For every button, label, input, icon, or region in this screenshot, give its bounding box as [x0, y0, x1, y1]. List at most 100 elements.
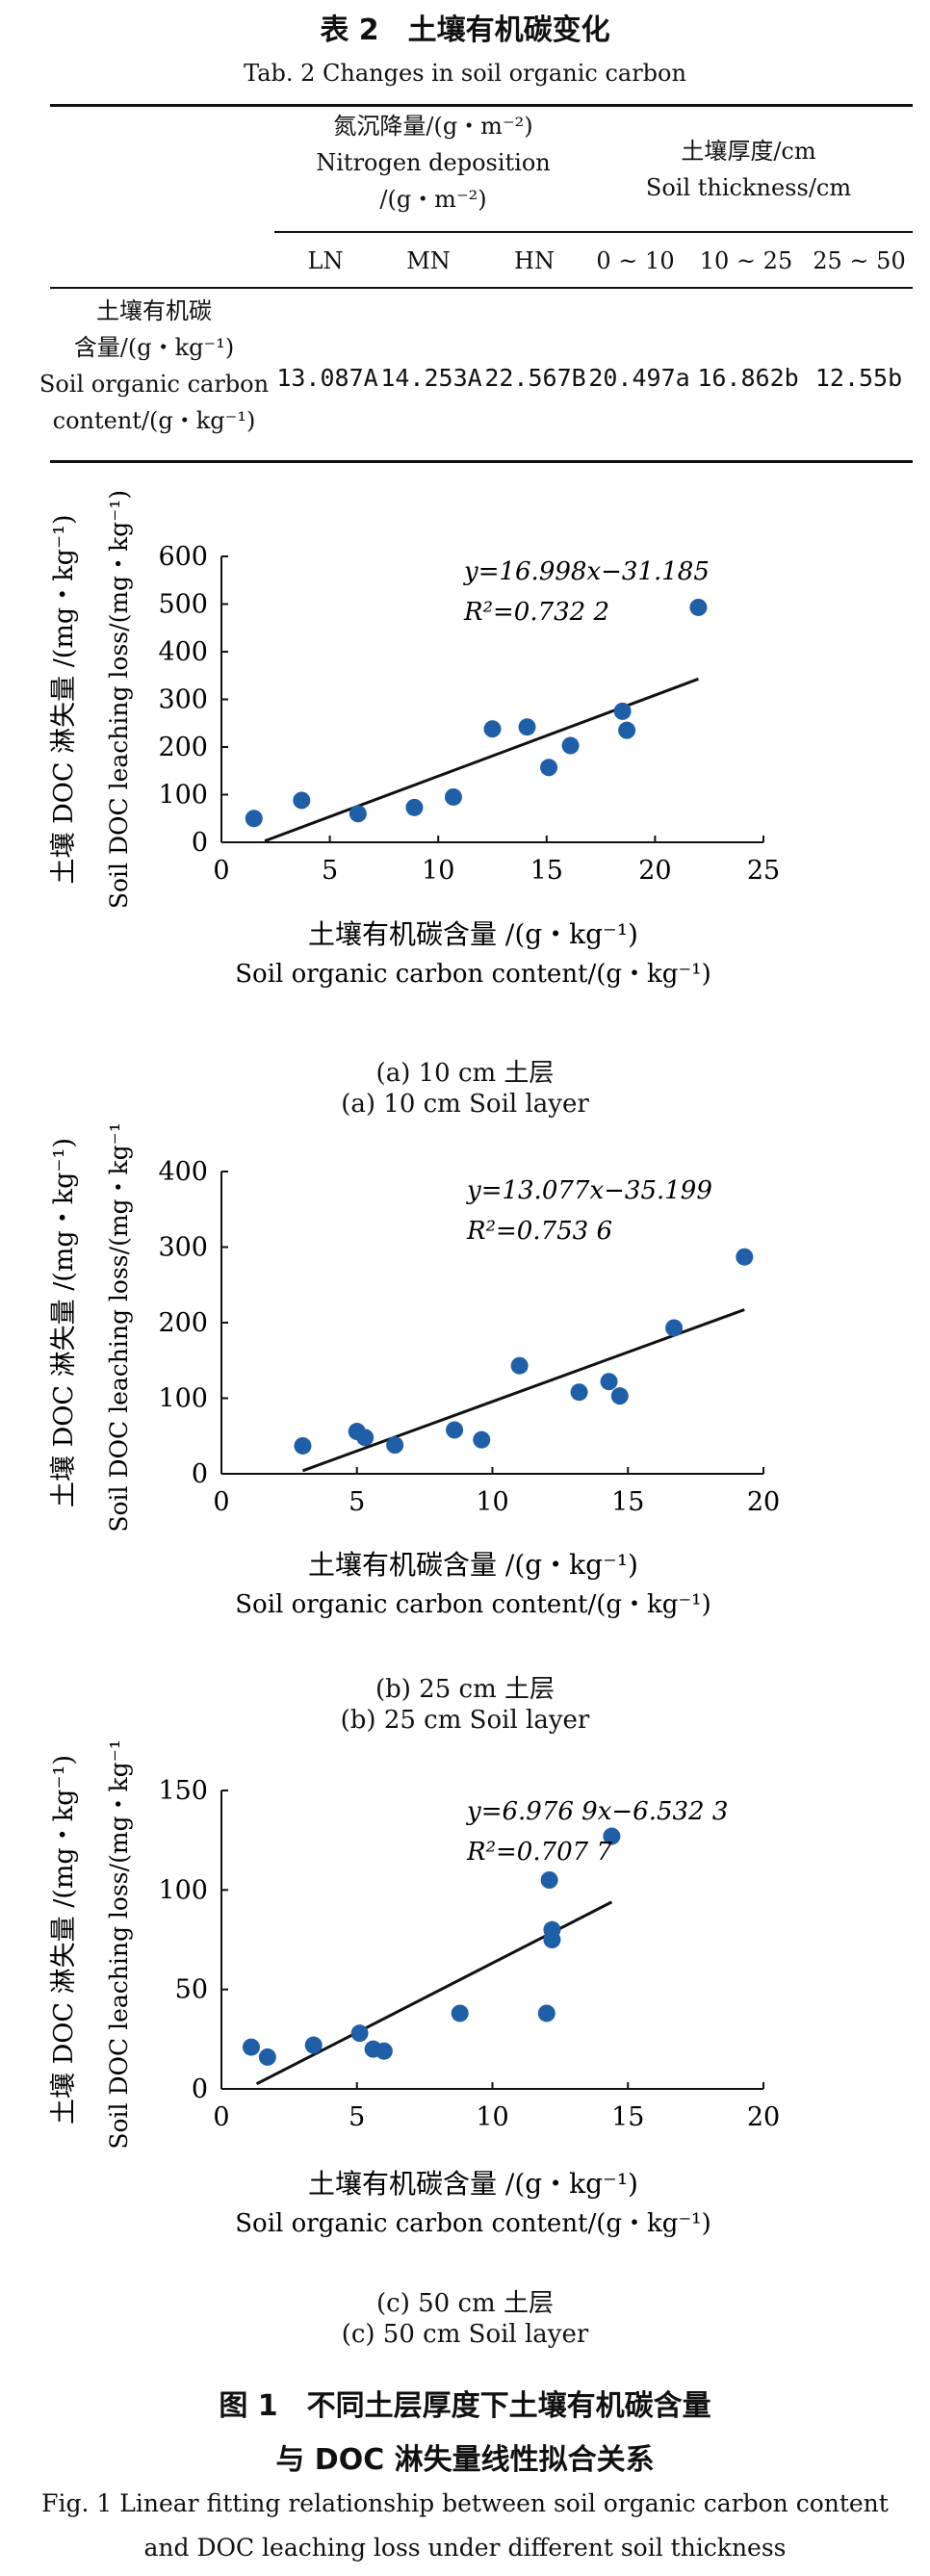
- table-title-cn: 表 2 土壤有机碳变化: [320, 13, 610, 47]
- data-point: [618, 721, 636, 739]
- data-point: [405, 798, 424, 816]
- x-axis-label-en: Soil organic carbon content/(g・kg⁻¹): [235, 2209, 711, 2238]
- regression-equation: y=13.077x−35.199: [466, 1176, 712, 1205]
- value-hn: 22.567B: [484, 364, 586, 392]
- col-header-0-10: 0 ~ 10: [596, 247, 675, 274]
- y-tick-label: 500: [158, 590, 208, 620]
- data-point: [349, 805, 367, 823]
- y-axis-label-cn: 土壤 DOC 淋失量 /(mg・kg⁻¹): [49, 1138, 79, 1507]
- x-axis-label-cn: 土壤有机碳含量 /(g・kg⁻¹): [308, 2168, 638, 2200]
- caption-a-cn: (a) 10 cm 土层: [375, 1059, 555, 1088]
- x-tick-label: 15: [611, 2102, 644, 2132]
- y-tick-label: 200: [158, 733, 208, 762]
- col-header-hn: HN: [514, 247, 555, 274]
- row-label-line1: 土壤有机碳: [96, 297, 212, 324]
- data-point: [245, 810, 263, 828]
- x-axis-label-en: Soil organic carbon content/(g・kg⁻¹): [235, 1590, 711, 1619]
- y-tick-label: 100: [158, 1875, 208, 1905]
- y-tick-label: 400: [158, 1157, 208, 1187]
- data-point: [444, 787, 462, 806]
- data-point: [304, 2036, 323, 2054]
- data-point: [483, 720, 502, 738]
- data-point: [242, 2038, 260, 2056]
- data-point: [293, 791, 311, 810]
- y-axis-label-en: Soil DOC leaching loss/(mg・kg⁻¹): [105, 1740, 133, 2150]
- group-thickness-line2: Soil thickness/cm: [645, 174, 852, 201]
- y-tick-label: 100: [158, 1384, 208, 1414]
- col-header-ln: LN: [307, 247, 344, 274]
- value-ln: 13.087A: [276, 364, 378, 392]
- regression-equation: y=16.998x−31.185: [463, 557, 710, 586]
- data-point: [689, 598, 708, 616]
- row-label-line2: 含量/(g・kg⁻¹): [73, 334, 235, 361]
- fit-line: [301, 1308, 745, 1473]
- x-tick-label: 0: [213, 2102, 229, 2132]
- group-nitrogen-line3: /(g・m⁻²): [379, 186, 487, 213]
- r-squared-label: R²=0.753 6: [466, 1217, 612, 1246]
- y-tick-label: 400: [158, 637, 208, 667]
- x-axis-label-en: Soil organic carbon content/(g・kg⁻¹): [235, 960, 711, 989]
- x-tick-label: 25: [747, 856, 780, 886]
- data-point: [258, 2048, 276, 2066]
- y-axis-label-en: Soil DOC leaching loss/(mg・kg⁻¹): [105, 1121, 133, 1533]
- x-tick-label: 15: [530, 856, 563, 886]
- data-point: [600, 1373, 618, 1391]
- data-point: [603, 1827, 621, 1845]
- x-tick-label: 5: [349, 2102, 365, 2132]
- table-group-nitrogen: 氮沉降量/(g・m⁻²) Nitrogen deposition /(g・m⁻²…: [289, 108, 578, 218]
- scatter-chart-50cm: 0 5 10 15 20 0 50 100 150 y=6.976 9x−6.532 3 R²=0.…: [49, 1740, 780, 2238]
- x-tick-label: 0: [213, 856, 229, 886]
- caption-b-en: (b) 25 cm Soil layer: [340, 1706, 590, 1735]
- table-group-thickness: 土壤厚度/cm Soil thickness/cm: [582, 133, 915, 206]
- data-point: [540, 759, 558, 777]
- value-mn: 14.253A: [380, 364, 482, 392]
- col-header-10-25: 10 ~ 25: [699, 247, 793, 274]
- x-tick-label: 0: [213, 1487, 229, 1517]
- y-axis-label-cn: 土壤 DOC 淋失量 /(mg・kg⁻¹): [49, 1755, 79, 2125]
- data-point: [356, 1429, 375, 1447]
- regression-equation: y=6.976 9x−6.532 3: [466, 1797, 728, 1826]
- data-point: [386, 1436, 404, 1455]
- data-point: [350, 2024, 369, 2043]
- data-point: [561, 736, 580, 755]
- y-tick-label: 300: [158, 685, 208, 715]
- fit-line: [264, 677, 699, 843]
- y-tick-label: 0: [192, 2074, 208, 2104]
- data-point: [570, 1383, 588, 1402]
- x-axis-label-cn: 土壤有机碳含量 /(g・kg⁻¹): [308, 918, 638, 950]
- scatter-chart-25cm: 0 5 10 15 200100200300400y=13.077x−35.199R²=…: [49, 1121, 780, 1619]
- r-squared-label: R²=0.707 7: [466, 1838, 612, 1867]
- data-point: [543, 1931, 561, 1948]
- x-tick-label: 15: [611, 1487, 644, 1517]
- data-point: [446, 1421, 464, 1439]
- x-tick-label: 20: [747, 2102, 780, 2132]
- y-tick-label: 600: [158, 542, 208, 572]
- x-tick-label: 10: [422, 856, 454, 886]
- scatter-chart-10cm: 0 5 10 15 20 25 0 100 200 300 400 500 600 y=16.998x−3…: [49, 491, 780, 989]
- r-squared-label: R²=0.732 2: [463, 598, 609, 627]
- table-header-rule: [50, 287, 913, 289]
- table-row-values: 13.087A 14.253A 22.567B 20.497a 16.862b …: [274, 364, 913, 402]
- figure-title-cn-1: 图 1 不同土层厚度下土壤有机碳含量: [219, 2389, 711, 2423]
- table-top-rule: [50, 104, 913, 107]
- data-point: [510, 1356, 529, 1375]
- data-point: [610, 1387, 629, 1405]
- x-tick-label: 5: [349, 1487, 365, 1517]
- group-thickness-line1: 土壤厚度/cm: [681, 138, 816, 165]
- y-tick-label: 0: [192, 828, 208, 858]
- group-nitrogen-line1: 氮沉降量/(g・m⁻²): [333, 113, 533, 140]
- data-point: [518, 718, 536, 736]
- x-tick-label: 5: [322, 856, 338, 886]
- y-axis-label-en: Soil DOC leaching loss/(mg・kg⁻¹): [105, 491, 133, 909]
- y-tick-label: 50: [175, 1975, 208, 2005]
- data-point: [451, 2004, 469, 2022]
- group-nitrogen-line2: Nitrogen deposition: [316, 149, 551, 176]
- y-axis-label-cn: 土壤 DOC 淋失量 /(mg・kg⁻¹): [49, 515, 79, 885]
- col-header-mn: MN: [406, 247, 451, 274]
- row-label-line3: Soil organic carbon: [39, 371, 270, 398]
- y-tick-label: 100: [158, 781, 208, 811]
- figure-title-en-2: and DOC leaching loss under different so…: [143, 2534, 787, 2562]
- col-header-25-50: 25 ~ 50: [813, 247, 906, 274]
- y-tick-label: 0: [192, 1459, 208, 1489]
- value-10-25: 16.862b: [697, 364, 799, 392]
